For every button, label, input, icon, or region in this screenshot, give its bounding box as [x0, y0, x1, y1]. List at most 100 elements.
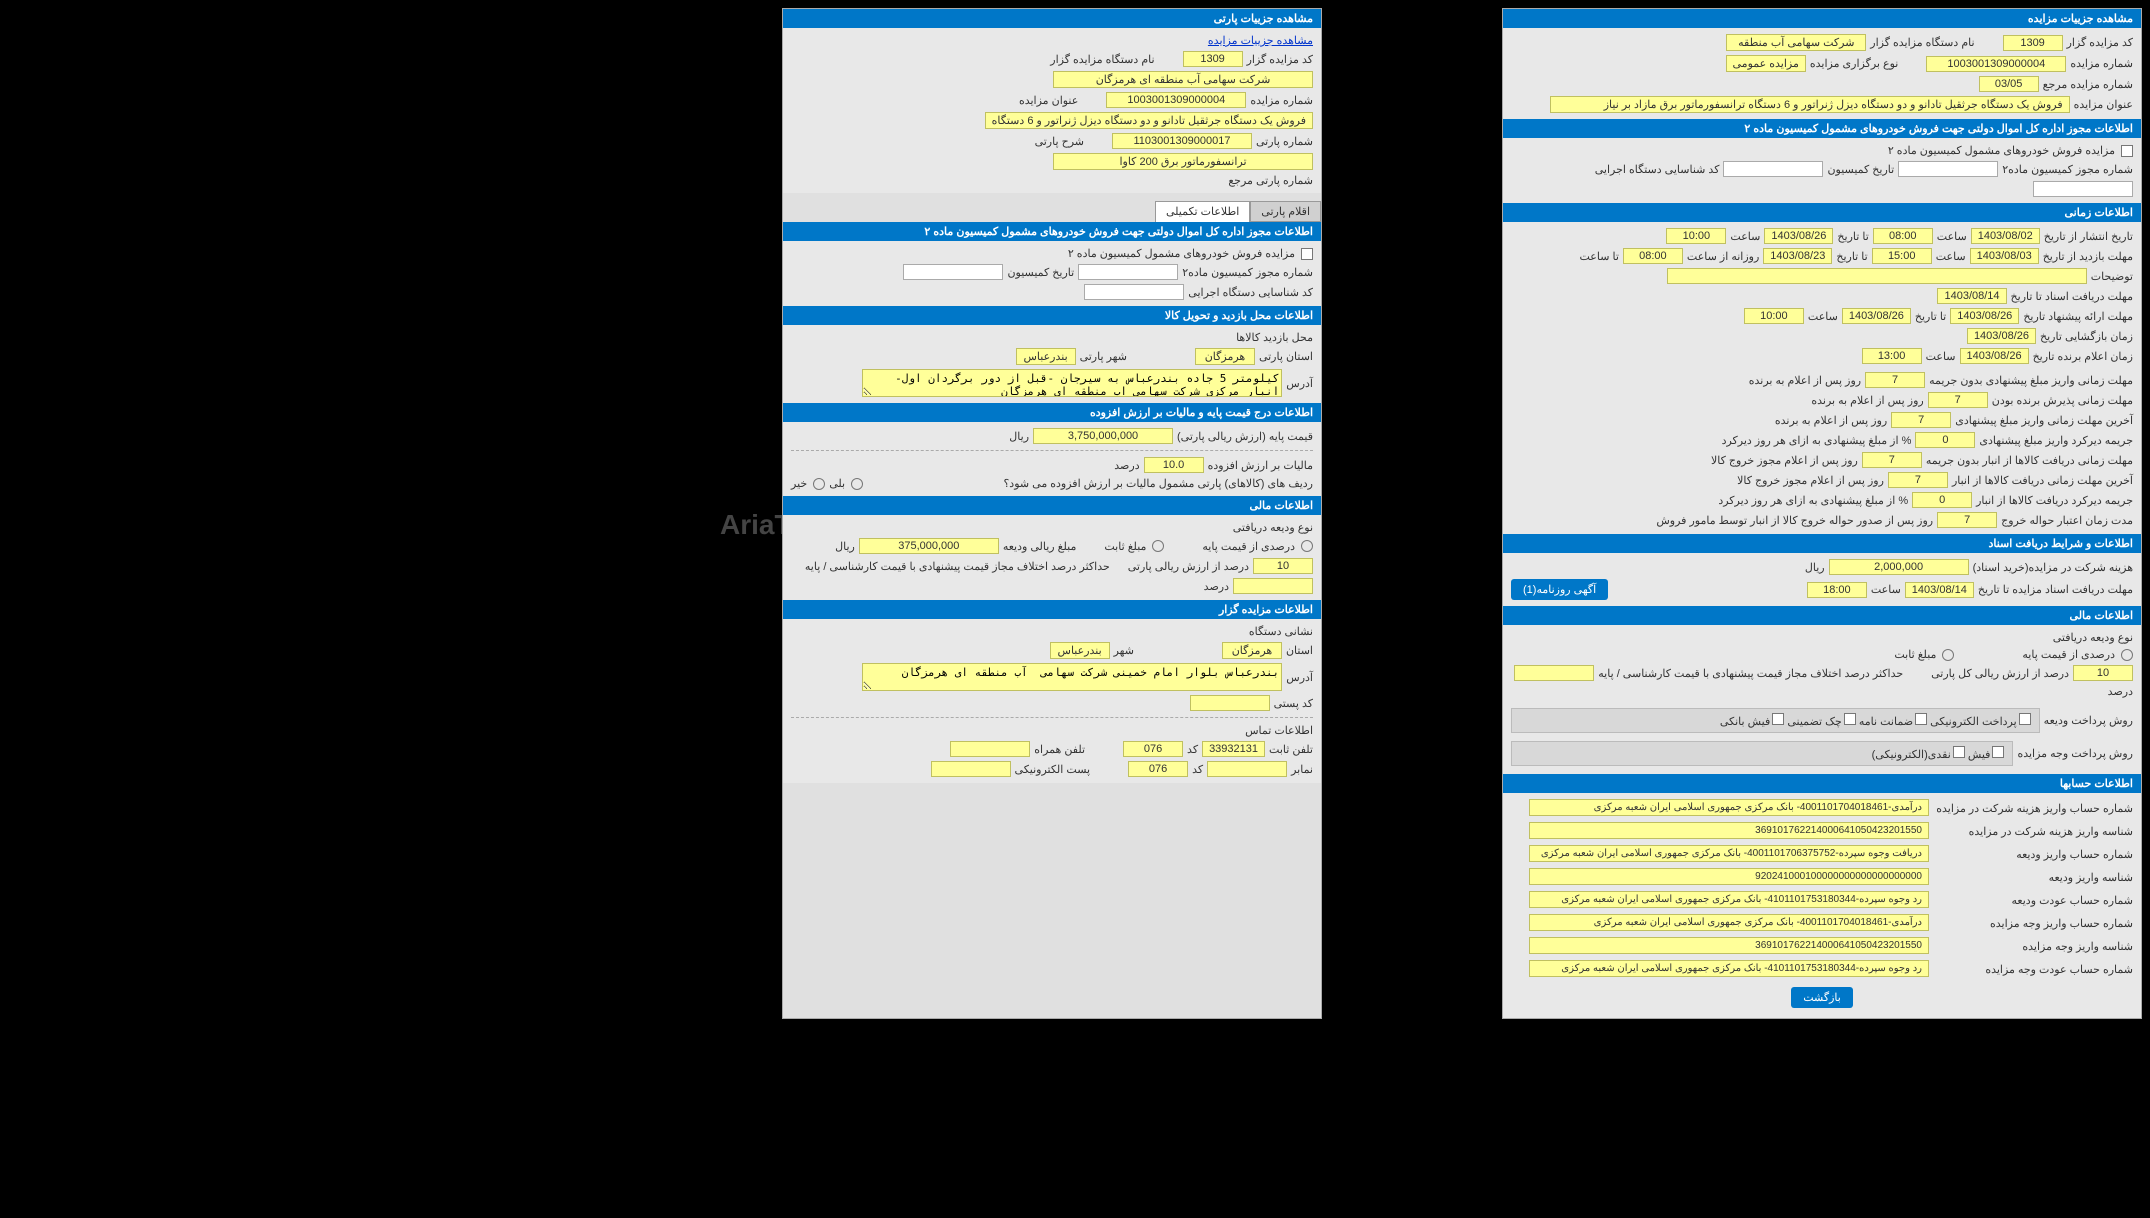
label: چک تضمینی	[1787, 716, 1841, 728]
commission-date-input[interactable]	[903, 264, 1003, 280]
label: کد شناسایی دستگاه اجرایی	[1595, 163, 1720, 176]
view-auction-link[interactable]: مشاهده جزییات مزایده	[1208, 34, 1313, 47]
pct-value: 10	[1253, 558, 1313, 574]
tab-items[interactable]: اقلام پارتی	[1250, 201, 1321, 222]
auction-number: 1003001309000004	[1926, 56, 2066, 72]
label: شماره حساب واریز هزینه شرکت در مزایده	[1933, 802, 2133, 815]
cash-checkbox[interactable]	[1953, 746, 1965, 758]
commission-checkbox[interactable]	[1301, 248, 1313, 260]
fax-input[interactable]	[1207, 761, 1287, 777]
org-address-textarea[interactable]	[862, 663, 1282, 691]
unit: درصد	[1204, 580, 1229, 593]
bankslip-checkbox[interactable]	[1772, 713, 1784, 725]
label: نوع ودیعه دریافتی	[1233, 521, 1313, 534]
label: تا تاریخ	[1837, 230, 1868, 243]
label: فیش بانکی	[1720, 716, 1770, 728]
section-header: اطلاعات زمانی	[1503, 203, 2141, 222]
org-name: شرکت سهامی آب منطقه	[1726, 34, 1866, 51]
label: مهلت دریافت اسناد مزایده تا تاریخ	[1978, 583, 2133, 596]
base-price: 3,750,000,000	[1033, 428, 1173, 444]
notes-input[interactable]	[1667, 268, 2087, 284]
label: تا ساعت	[1580, 250, 1619, 263]
address-textarea[interactable]	[862, 369, 1282, 397]
label: آدرس	[1286, 671, 1313, 684]
unit: روز پس از اعلام مجوز خروج کالا	[1711, 454, 1858, 467]
exec-code-input[interactable]	[1084, 284, 1184, 300]
pct-radio[interactable]	[1301, 540, 1313, 552]
label: مدت زمان اعتبار حواله خروج	[2001, 514, 2133, 527]
tab-extra-info[interactable]: اطلاعات تکمیلی	[1155, 201, 1250, 222]
days-value: 7	[1862, 452, 1922, 468]
no-radio[interactable]	[813, 478, 825, 490]
time-value: 13:00	[1862, 348, 1922, 364]
fixed-radio[interactable]	[1942, 649, 1954, 661]
city-value: بندرعباس	[1016, 348, 1076, 365]
label: استان پارتی	[1259, 350, 1313, 363]
label: زمان بازگشایی تاریخ	[2040, 330, 2133, 343]
label: مزایده فروش خودروهای مشمول کمیسیون ماده …	[1888, 144, 2115, 157]
label: محل بازدید کالاها	[1236, 331, 1313, 344]
permit-no-input[interactable]	[1078, 264, 1178, 280]
label: شناسه واریز ودیعه	[1933, 871, 2133, 884]
tel-value: 33932131	[1202, 741, 1265, 757]
yes-radio[interactable]	[851, 478, 863, 490]
account-value: رد وجوه سپرده-4101101753180344- بانک مرک…	[1529, 891, 1929, 908]
postcode-input[interactable]	[1190, 695, 1270, 711]
back-button[interactable]: بازگشت	[1791, 987, 1853, 1008]
unit: روز پس از اعلام مجوز خروج کالا	[1737, 474, 1884, 487]
label: شماره حساب واریز وجه مزایده	[1933, 917, 2133, 930]
label: شهر	[1114, 644, 1134, 657]
label: درصدی از قیمت پایه	[1202, 540, 1295, 553]
cost-value: 2,000,000	[1829, 559, 1969, 575]
date-value: 1403/08/26	[1842, 308, 1911, 324]
unit: روز پس از صدور حواله خروج کالا از انبار …	[1656, 514, 1933, 527]
code-value: 076	[1123, 741, 1183, 757]
commission-checkbox[interactable]	[2121, 145, 2133, 157]
unit: درصد از ارزش ریالی کل پارتی	[1931, 667, 2069, 680]
label: شناسه واریز هزینه شرکت در مزایده	[1933, 825, 2133, 838]
epay-checkbox[interactable]	[2019, 713, 2031, 725]
date-value: 1403/08/02	[1971, 228, 2040, 244]
cheque-checkbox[interactable]	[1844, 713, 1856, 725]
label: ردیف های (کالاهای) پارتی مشمول مالیات بر…	[1003, 477, 1313, 490]
fixed-radio[interactable]	[1152, 540, 1164, 552]
label: تلفن ثابت	[1269, 743, 1313, 756]
label: تا تاریخ	[1836, 250, 1867, 263]
party-detail-panel: مشاهده جزییات پارتی مشاهده جزییات مزایده…	[782, 8, 1322, 1019]
pct-radio[interactable]	[2121, 649, 2133, 661]
label: شماره مزایده مرجع	[2043, 78, 2133, 91]
label: نام دستگاه مزایده گزار	[1870, 36, 1974, 49]
unit: درصد از ارزش ریالی پارتی	[1128, 560, 1249, 573]
section-header: اطلاعات درج قیمت پایه و مالیات بر ارزش ا…	[783, 403, 1321, 422]
tabs: اقلام پارتی اطلاعات تکمیلی	[783, 201, 1321, 222]
commission-date-input[interactable]	[1723, 161, 1823, 177]
label: مبلغ ثابت	[1894, 648, 1936, 661]
section-header: اطلاعات مجوز اداره کل اموال دولتی جهت فر…	[1503, 119, 2141, 138]
unit: ریال	[1805, 561, 1825, 574]
guarantee-checkbox[interactable]	[1915, 713, 1927, 725]
exec-code-input[interactable]	[2033, 181, 2133, 197]
max-diff-input[interactable]	[1514, 665, 1594, 681]
label: شهر پارتی	[1080, 350, 1127, 363]
label: ساعت	[1937, 230, 1967, 243]
permit-no-input[interactable]	[1898, 161, 1998, 177]
slip-checkbox[interactable]	[1992, 746, 2004, 758]
email-input[interactable]	[931, 761, 1011, 777]
account-value: رد وجوه سپرده-4101101753180344- بانک مرک…	[1529, 960, 1929, 977]
label: آخرین مهلت زمانی دریافت کالاها از انبار	[1952, 474, 2133, 487]
label: نام دستگاه مزایده گزار	[1050, 53, 1154, 66]
days-value: 7	[1865, 372, 1925, 388]
newspaper-ad-button[interactable]: آگهی روزنامه(1)	[1511, 579, 1608, 600]
pct-value: 10	[2073, 665, 2133, 681]
mobile-input[interactable]	[950, 741, 1030, 757]
vat-value: 10.0	[1144, 457, 1204, 473]
max-diff-input[interactable]	[1233, 578, 1313, 594]
label: شماره مجوز کمیسیون ماده۲	[2002, 163, 2133, 176]
account-value: 920241000100000000000000000000	[1529, 868, 1929, 885]
label: شناسه واریز وجه مزایده	[1933, 940, 2133, 953]
time-value: 08:00	[1873, 228, 1933, 244]
time-value: 08:00	[1623, 248, 1683, 264]
section-header: اطلاعات مزایده گزار	[783, 600, 1321, 619]
account-value: 369101762214000641050423201550	[1529, 822, 1929, 839]
auction-title: فروش یک دستگاه جرثقیل تادانو و دو دستگاه…	[1550, 96, 2070, 113]
